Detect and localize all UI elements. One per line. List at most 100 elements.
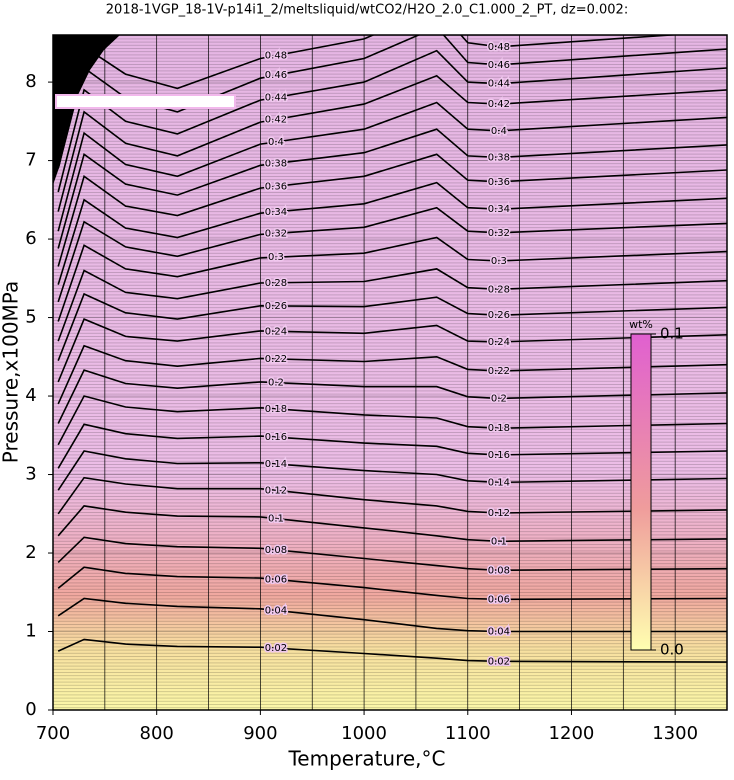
contour-label: 0.34 [265,207,287,218]
contour-line [57,566,727,601]
contour-label: 0.02 [265,643,287,654]
contour-line [57,128,727,249]
x-tick-label: 1200 [549,723,595,744]
contour-label: 0.02 [488,656,510,667]
contour-label: 0.06 [265,575,287,586]
x-axis-label: Temperature,°C [287,747,445,771]
contour-line [57,181,727,285]
contour-label: 0.3 [268,252,284,263]
y-tick-label: 0 [25,699,36,720]
contour-label: 0.42 [265,114,287,125]
contour-label: 0.4 [268,137,284,148]
y-tick-label: 8 [25,71,36,92]
contour-label: 0.12 [488,508,510,519]
contour-label: 0.16 [488,450,510,461]
contour-line [57,318,727,383]
y-tick-label: 3 [25,464,36,485]
plot-area: 0.02 0.02 0.04 0.04 0.06 0.06 0.08 0.08 0.1 0.1 0.… [53,35,727,710]
contour-label: 0.44 [265,92,287,103]
contour-label: 0.22 [265,354,287,365]
contour-label: 0.28 [488,284,510,295]
contour-label: 0.26 [265,301,287,312]
contour-label: 0.38 [488,152,510,163]
contour-label: 0.32 [488,228,510,239]
colorbar-tick-label: 0.1 [660,325,684,343]
contour-label: 0.34 [488,204,510,215]
contour-label: 0.48 [265,51,287,62]
contour-label: 0.46 [488,60,510,71]
masked-region [53,35,120,185]
contour-line [57,236,727,322]
y-tick-label: 2 [25,542,36,563]
minor-contour-texture [53,35,727,710]
contour-label: 0.1 [491,536,507,547]
x-tick-label: 900 [243,723,277,744]
x-tick-label: 700 [36,723,70,744]
contour-label: 0.38 [265,158,287,169]
contour-label: 0.44 [488,79,510,90]
contour-line [57,369,727,424]
contour-label: 0.36 [265,181,287,192]
contour-label: 0.24 [265,326,287,337]
colorbar-tick-label: 0.0 [660,641,684,659]
y-tick-label: 7 [25,150,36,171]
contour-label: 0.42 [488,99,510,110]
y-tick-label: 5 [25,307,36,328]
contour-line [57,536,727,572]
contour-line [57,206,727,303]
contour-label: 0.24 [488,337,510,348]
contour-line [57,423,727,469]
contour-line [57,292,727,361]
y-tick-label: 1 [25,621,36,642]
contour-line [57,638,727,663]
x-tick-label: 1000 [341,723,387,744]
contour-label: 0.22 [488,366,510,377]
contour-line [57,101,727,232]
contour-line [57,450,727,491]
contour-label: 0.16 [265,432,287,443]
x-tick-label: 800 [140,723,174,744]
contour-label: 0.26 [488,310,510,321]
contour-label: 0.3 [491,256,507,267]
contour-label: 0.14 [488,477,510,488]
contour-label: 0.48 [488,42,510,53]
contour-line [57,268,727,342]
contour-line [57,344,727,405]
colorbar [630,333,652,651]
chart-title: 2018-1VGP_18-1V-p14i1_2/meltsliquid/wtCO… [106,3,628,18]
contour-line [57,74,727,212]
contour-label: 0.12 [265,485,287,496]
x-tick-label: 1100 [445,723,491,744]
contour-label: 0.08 [488,565,510,576]
contour-label: 0.4 [491,126,507,137]
plot-frame [52,34,728,711]
contour-label: 0.06 [488,594,510,605]
contour-label: 0.28 [265,278,287,289]
contour-line [57,476,727,515]
contour-label: 0.32 [265,228,287,239]
y-tick-label: 6 [25,228,36,249]
contour-label: 0.18 [265,404,287,415]
contour-line [57,35,682,146]
contour-label: 0.36 [488,177,510,188]
y-tick-label: 4 [25,385,36,406]
contour-label: 0.18 [488,423,510,434]
contour-label: 0.2 [491,393,507,404]
contour-label: 0.04 [488,627,510,638]
colorbar-label: wt% [629,318,653,331]
contour-label: 0.1 [268,514,284,525]
contour-line [57,395,727,446]
contour-label: 0.2 [268,378,284,389]
contour-label: 0.14 [265,459,287,470]
x-tick-label: 1300 [652,723,698,744]
contour-line [57,153,727,267]
overlay-strip [55,94,236,109]
contour-line [57,597,727,633]
contour-label: 0.46 [265,70,287,81]
contour-label: 0.08 [265,545,287,556]
y-axis-label: Pressure,x100MPa [0,281,23,463]
contour-label: 0.04 [265,605,287,616]
contour-line [57,505,727,543]
contour-line [57,35,727,169]
